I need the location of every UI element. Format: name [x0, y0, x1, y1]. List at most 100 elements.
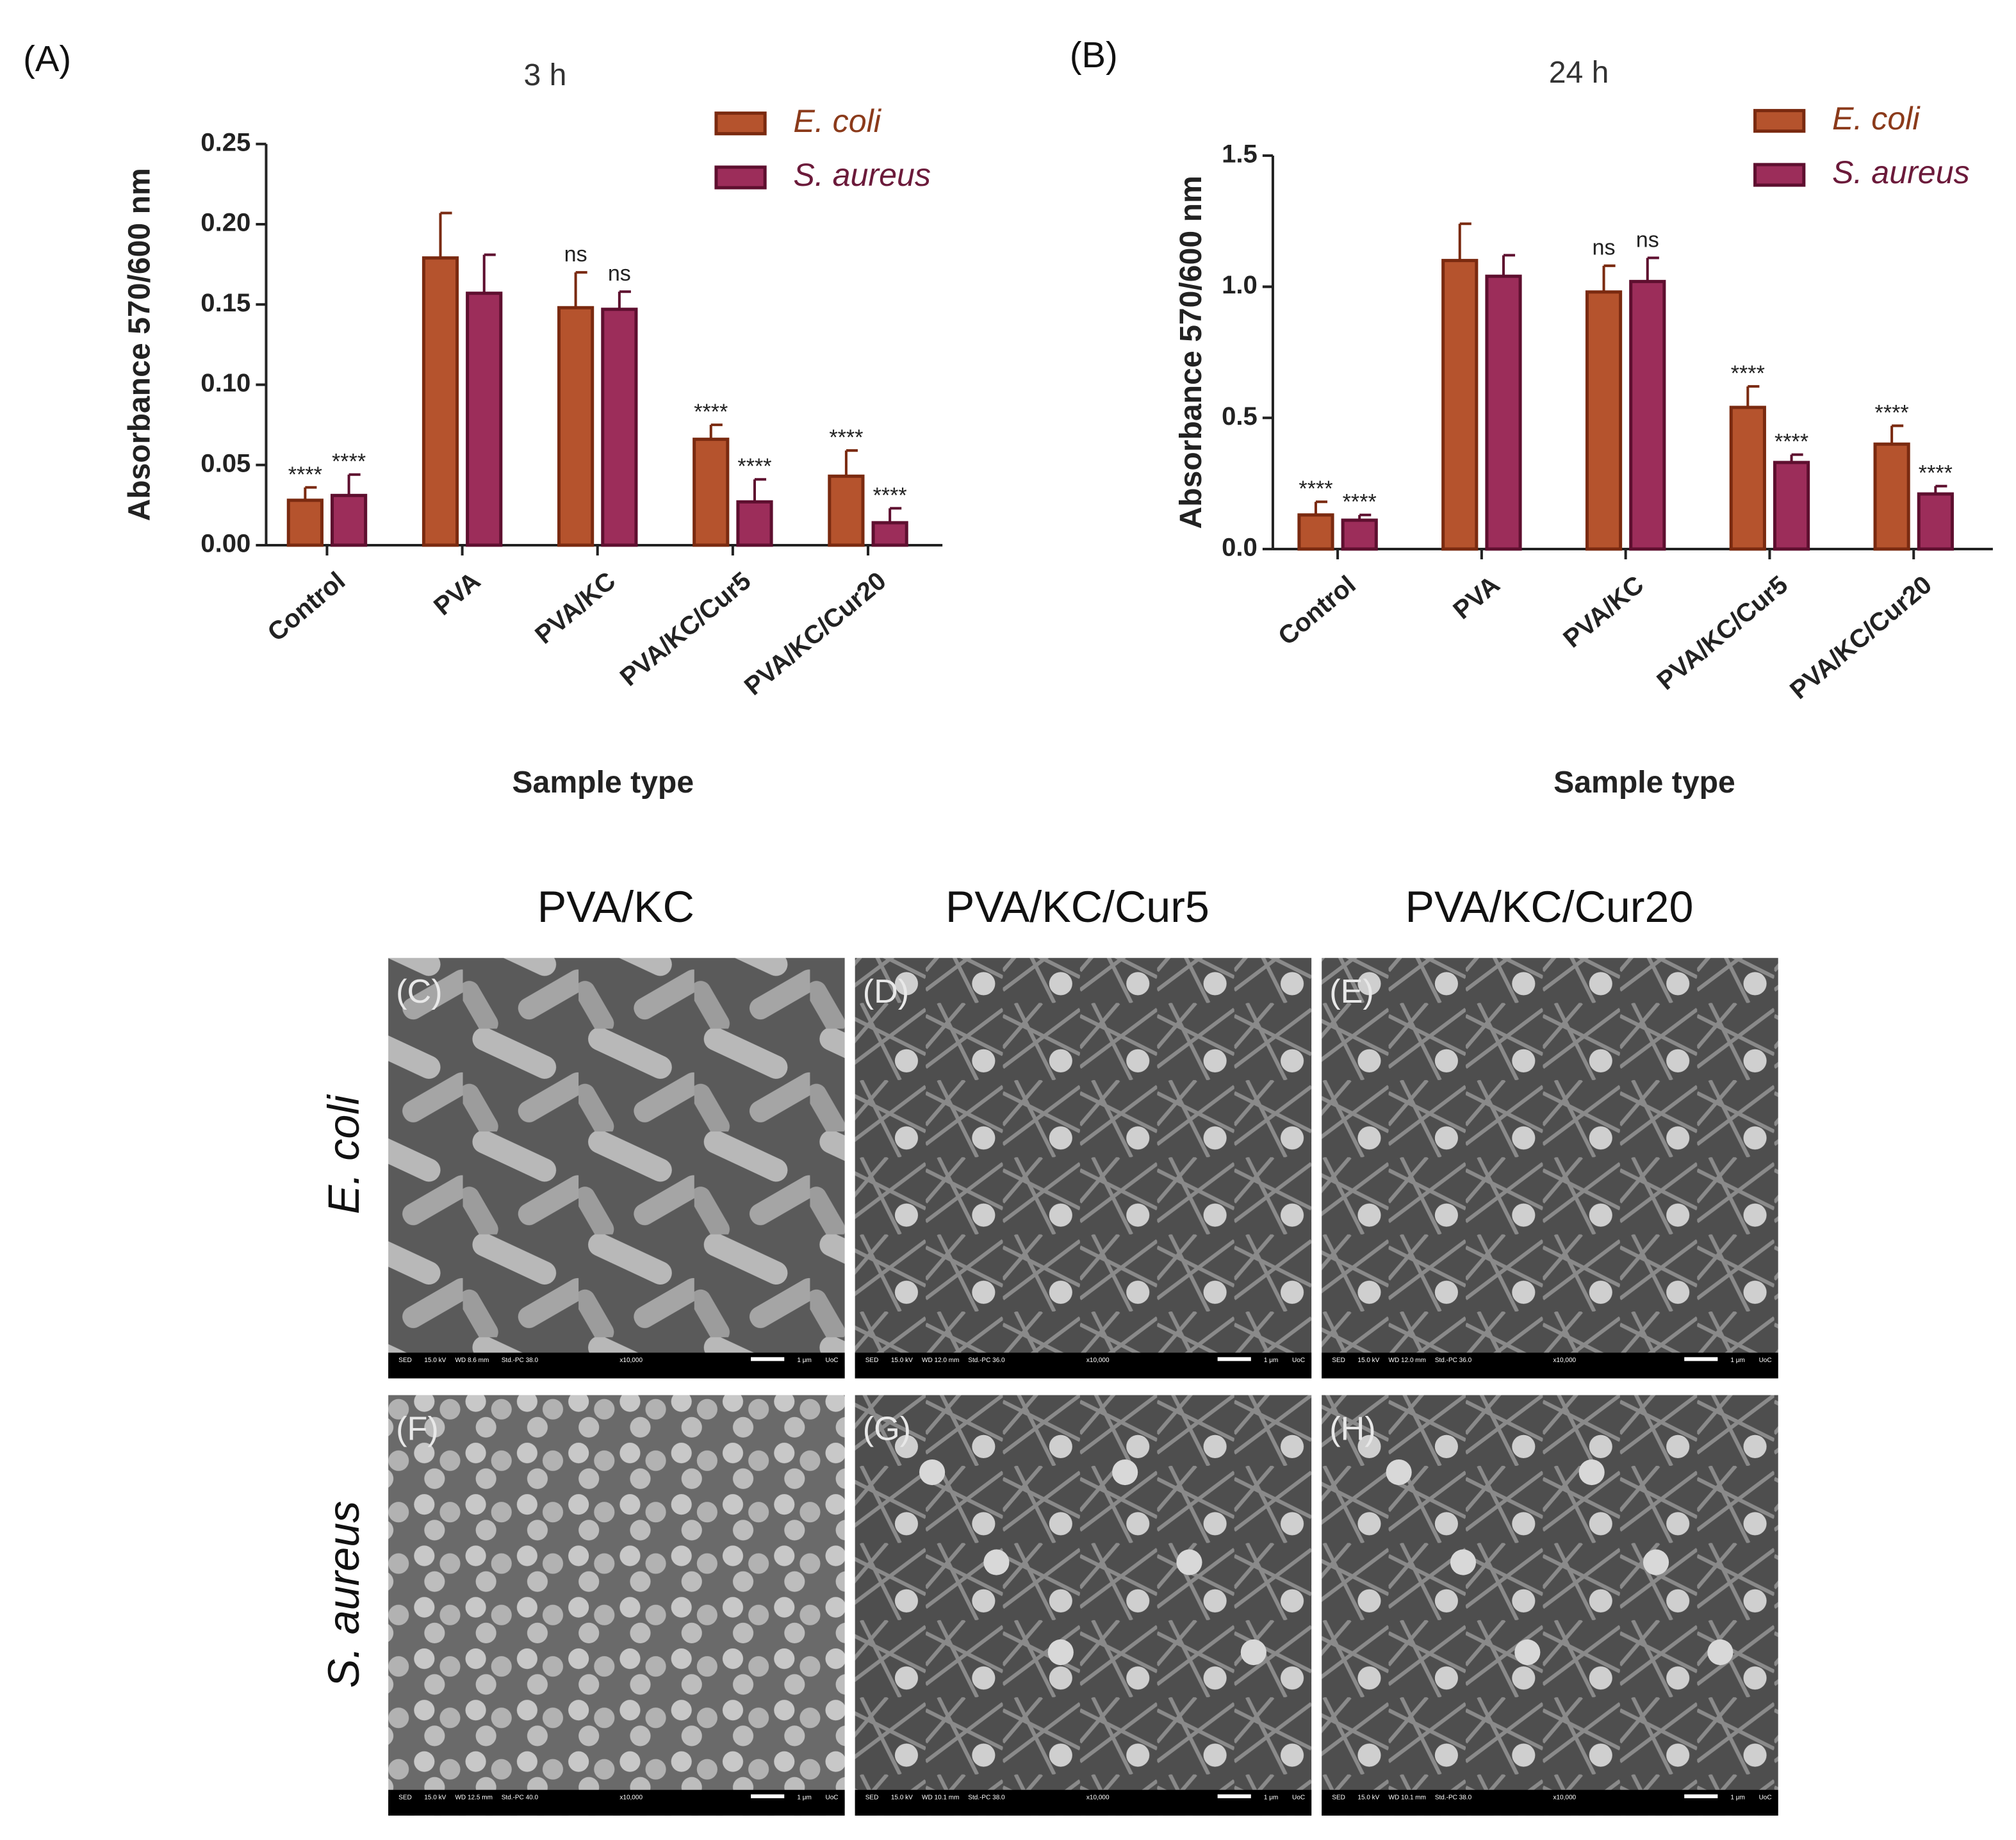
- info-text: Std.-PC 38.0: [1435, 1794, 1472, 1801]
- column-header: PVA/KC/Cur5: [946, 883, 1209, 932]
- info-text: 1 μm: [797, 1357, 811, 1364]
- bar: [736, 500, 773, 547]
- y-tick-label: 0.10: [201, 368, 250, 397]
- significance-label: ****: [1774, 430, 1808, 454]
- legend-label: E. coli: [793, 103, 881, 139]
- info-bar: [388, 1352, 845, 1379]
- info-text: SED: [1332, 1794, 1345, 1801]
- chart-title: 3 h: [524, 58, 567, 92]
- significance-label: ****: [332, 450, 366, 474]
- info-text: UoC: [826, 1794, 839, 1801]
- info-text: WD 12.0 mm: [922, 1357, 959, 1364]
- bar: [557, 306, 594, 547]
- y-tick-label: 1.5: [1222, 139, 1258, 168]
- info-text: WD 12.0 mm: [1389, 1357, 1426, 1364]
- significance-label: ****: [1299, 477, 1332, 501]
- panel-label: (F): [396, 1411, 439, 1448]
- significance-label: ****: [829, 425, 863, 450]
- info-text: 15.0 kV: [1357, 1357, 1379, 1364]
- info-text: 15.0 kV: [424, 1357, 446, 1364]
- significance-label: ****: [694, 400, 728, 424]
- info-text: UoC: [1292, 1357, 1305, 1364]
- bar: [1873, 442, 1910, 551]
- panel-label: (E): [1329, 973, 1374, 1010]
- y-axis-label: Absorbance 570/600 nm: [1174, 176, 1208, 529]
- row-label: E. coli: [320, 1094, 368, 1215]
- legend-label: S. aureus: [1832, 154, 1970, 190]
- panel-label: (G): [863, 1411, 911, 1448]
- info-text: 15.0 kV: [424, 1794, 446, 1801]
- legend-swatch: [1753, 163, 1806, 187]
- coccus: [1707, 1639, 1733, 1666]
- coccus: [1112, 1459, 1138, 1486]
- coccus: [1176, 1549, 1202, 1575]
- bar: [466, 292, 503, 547]
- y-tick-label: 0.20: [201, 208, 250, 237]
- x-tick-label: PVA/KC: [1558, 570, 1650, 653]
- significance-label: ****: [1875, 401, 1909, 425]
- legend-swatch: [1753, 109, 1806, 133]
- coccus: [919, 1459, 946, 1486]
- column-header: PVA/KC: [537, 883, 694, 932]
- bar: [1485, 274, 1522, 551]
- y-tick-label: 1.0: [1222, 270, 1258, 299]
- bar: [1341, 518, 1378, 551]
- info-text: 1 μm: [797, 1794, 811, 1801]
- info-bar: [1322, 1352, 1778, 1379]
- coccus: [1240, 1639, 1266, 1666]
- coccus: [1450, 1549, 1477, 1575]
- info-text: SED: [865, 1794, 879, 1801]
- info-bar: [855, 1352, 1312, 1379]
- y-tick-label: 0.15: [201, 288, 250, 317]
- bar: [1773, 461, 1810, 551]
- y-tick-label: 0.05: [201, 448, 250, 477]
- micrograph: [855, 958, 1312, 1379]
- info-text: WD 10.1 mm: [1389, 1794, 1426, 1801]
- coccus: [1047, 1639, 1074, 1666]
- bar: [1729, 406, 1766, 551]
- legend-label: S. aureus: [793, 157, 931, 193]
- row-label: S. aureus: [320, 1501, 368, 1688]
- info-text: 1 μm: [1730, 1357, 1744, 1364]
- info-text: 15.0 kV: [891, 1794, 913, 1801]
- info-text: SED: [398, 1357, 412, 1364]
- bar: [1441, 259, 1479, 551]
- info-text: SED: [398, 1794, 412, 1801]
- significance-label: ns: [608, 261, 631, 286]
- significance-label: ****: [1731, 361, 1765, 386]
- bar: [1297, 513, 1334, 551]
- bar: [1917, 492, 1954, 551]
- y-tick-label: 0.0: [1222, 533, 1258, 562]
- column-header: PVA/KC/Cur20: [1405, 883, 1693, 932]
- significance-label: ns: [1593, 236, 1616, 260]
- micrograph: [1322, 1395, 1778, 1816]
- y-axis-label: Absorbance 570/600 nm: [122, 168, 157, 521]
- info-text: x10,000: [1553, 1794, 1576, 1801]
- x-axis-label: Sample type: [512, 765, 694, 800]
- significance-label: ns: [1636, 227, 1659, 252]
- micrograph: [388, 1395, 845, 1816]
- bar: [422, 256, 459, 547]
- significance-label: ****: [873, 483, 907, 507]
- significance-label: ****: [288, 463, 322, 487]
- info-text: x10,000: [1086, 1794, 1110, 1801]
- bar: [330, 493, 368, 547]
- panel-label: (C): [396, 973, 442, 1010]
- bar: [1629, 279, 1666, 551]
- info-text: x10,000: [619, 1794, 643, 1801]
- legend-swatch: [714, 111, 767, 136]
- info-text: WD 12.5 mm: [455, 1794, 492, 1801]
- info-text: x10,000: [1553, 1357, 1576, 1364]
- coccus: [1514, 1639, 1541, 1666]
- info-text: SED: [1332, 1357, 1345, 1364]
- info-bar: [855, 1789, 1312, 1816]
- y-tick-label: 0.5: [1222, 402, 1258, 431]
- x-tick-label: Control: [262, 566, 350, 647]
- x-tick-label: PVA/KC/Cur5: [1651, 570, 1793, 696]
- coccus: [983, 1549, 1010, 1575]
- x-tick-label: PVA/KC: [530, 566, 621, 650]
- info-text: UoC: [826, 1357, 839, 1364]
- bar: [828, 474, 865, 547]
